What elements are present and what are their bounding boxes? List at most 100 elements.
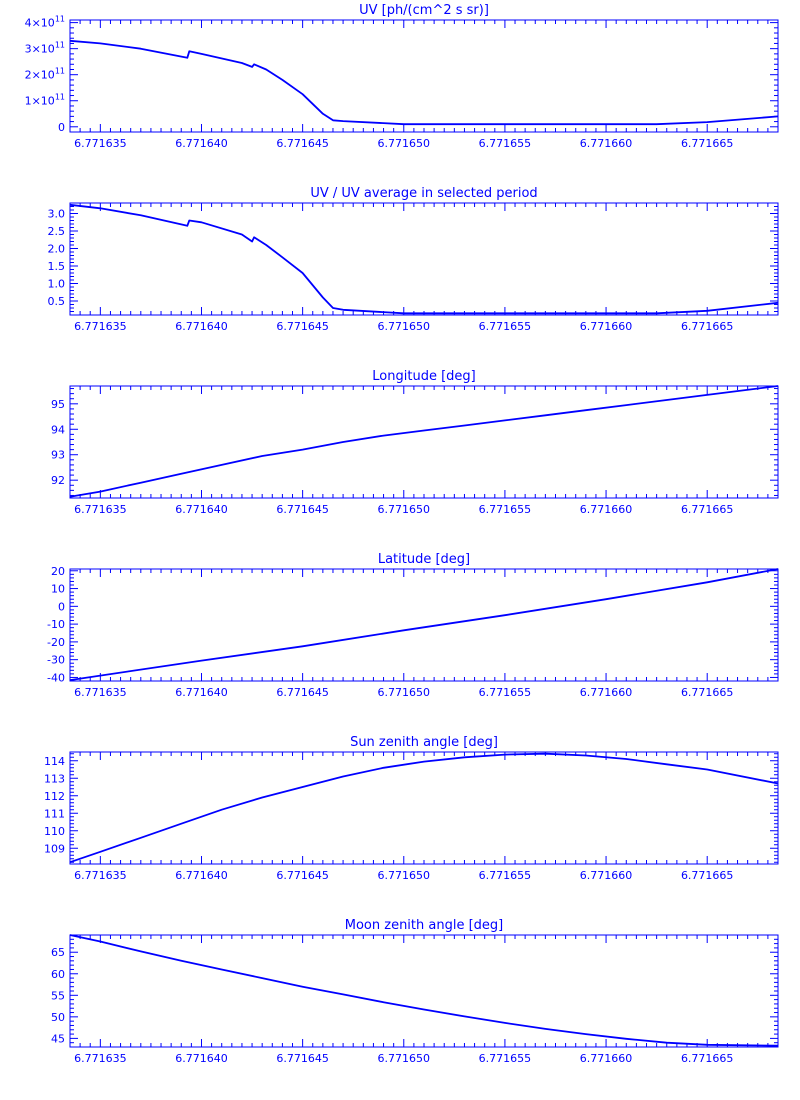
- x-tick-label: 6.771665: [681, 320, 734, 333]
- x-tick-label: 6.771665: [681, 137, 734, 150]
- y-tick-mantissa: 3×10: [25, 43, 55, 56]
- y-tick-label: 2.5: [48, 225, 66, 238]
- x-tick-label: 6.771650: [378, 320, 431, 333]
- y-tick-label: 3×1011: [25, 41, 65, 56]
- y-tick-label: 3.0: [48, 208, 66, 221]
- x-tick-label: 6.771645: [276, 320, 329, 333]
- chart-title: Longitude [deg]: [372, 369, 475, 384]
- chart-panel: Latitude [deg] 6.771635 6.771640 6.771645 6.…: [47, 552, 779, 699]
- plot-frame: [69, 202, 779, 316]
- x-tick-label: 6.771655: [479, 869, 532, 882]
- x-tick-label: 6.771665: [681, 1052, 734, 1065]
- chart-panel: Moon zenith angle [deg] 6.771635 6.771640 6…: [51, 918, 779, 1065]
- x-tick-label: 6.771645: [276, 869, 329, 882]
- y-tick-label: 2.0: [48, 243, 66, 256]
- chart-panel: UV [ph/(cm^2 s sr)] 6.771635 6.771640 6.771…: [25, 3, 779, 150]
- y-tick-label: 1×1011: [25, 93, 65, 108]
- chart-title: Latitude [deg]: [378, 552, 470, 567]
- y-tick-label: 110: [44, 825, 65, 838]
- x-tick-label: 6.771650: [378, 137, 431, 150]
- data-line: [69, 934, 779, 1047]
- y-tick-exponent: 11: [55, 93, 65, 102]
- x-tick-label: 6.771655: [479, 1052, 532, 1065]
- x-tick-label: 6.771650: [378, 503, 431, 516]
- y-tick-label: 0.5: [48, 295, 66, 308]
- y-tick-label: 111: [44, 807, 65, 820]
- y-tick-label: 55: [51, 989, 65, 1002]
- y-tick-label: 93: [51, 449, 65, 462]
- x-tick-label: 6.771660: [580, 686, 633, 699]
- y-tick-label: 65: [51, 946, 65, 959]
- y-tick-label: -40: [47, 671, 65, 684]
- chart-panel: UV / UV average in selected period 6.7716…: [48, 186, 779, 333]
- plot-frame: [69, 385, 779, 499]
- y-tick-label: -10: [47, 618, 65, 631]
- y-tick-label: 60: [51, 968, 65, 981]
- data-line: [69, 39, 779, 126]
- x-tick-label: 6.771650: [378, 686, 431, 699]
- y-tick-label: 0: [58, 121, 65, 134]
- y-tick-label: 1.5: [48, 260, 66, 273]
- x-tick-label: 6.771660: [580, 869, 633, 882]
- chart-title: UV / UV average in selected period: [310, 186, 537, 201]
- x-tick-label: 6.771660: [580, 137, 633, 150]
- y-tick-label: 10: [51, 583, 65, 596]
- y-tick-label: 95: [51, 398, 65, 411]
- data-line: [69, 752, 779, 864]
- y-tick-label: 94: [51, 423, 65, 436]
- x-tick-label: 6.771635: [74, 869, 127, 882]
- x-tick-label: 6.771660: [580, 503, 633, 516]
- y-tick-label: 112: [44, 790, 65, 803]
- data-line: [69, 385, 779, 498]
- y-tick-label: 109: [44, 842, 65, 855]
- x-tick-label: 6.771655: [479, 503, 532, 516]
- x-tick-label: 6.771640: [175, 686, 228, 699]
- chart-panel: Sun zenith angle [deg] 6.771635 6.771640 6.…: [44, 735, 779, 882]
- x-tick-label: 6.771645: [276, 503, 329, 516]
- chart-title: Moon zenith angle [deg]: [345, 918, 503, 933]
- x-tick-label: 6.771660: [580, 320, 633, 333]
- plot-frame: [69, 934, 779, 1048]
- y-tick-label: 114: [44, 755, 65, 768]
- y-tick-label: 20: [51, 565, 65, 578]
- x-tick-label: 6.771650: [378, 1052, 431, 1065]
- chart-panel: Longitude [deg] 6.771635 6.771640 6.771645 6…: [51, 369, 779, 516]
- x-tick-label: 6.771660: [580, 1052, 633, 1065]
- x-tick-label: 6.771635: [74, 503, 127, 516]
- x-tick-label: 6.771665: [681, 503, 734, 516]
- x-tick-label: 6.771635: [74, 686, 127, 699]
- y-tick-label: 4×1011: [25, 15, 65, 30]
- y-tick-label: -20: [47, 636, 65, 649]
- x-tick-label: 6.771655: [479, 137, 532, 150]
- y-tick-mantissa: 1×10: [25, 95, 55, 108]
- data-line: [69, 203, 779, 315]
- y-tick-label: 50: [51, 1011, 65, 1024]
- x-tick-label: 6.771645: [276, 686, 329, 699]
- y-tick-label: 113: [44, 772, 65, 785]
- x-tick-label: 6.771645: [276, 137, 329, 150]
- x-tick-label: 6.771640: [175, 320, 228, 333]
- x-tick-label: 6.771635: [74, 137, 127, 150]
- y-tick-label: 1.0: [48, 278, 66, 291]
- chart-title: Sun zenith angle [deg]: [350, 735, 498, 750]
- data-line: [69, 568, 779, 681]
- y-tick-label: 92: [51, 474, 65, 487]
- x-tick-label: 6.771650: [378, 869, 431, 882]
- x-tick-label: 6.771635: [74, 1052, 127, 1065]
- x-tick-label: 6.771665: [681, 869, 734, 882]
- x-tick-label: 6.771640: [175, 869, 228, 882]
- x-tick-label: 6.771640: [175, 137, 228, 150]
- y-tick-label: -30: [47, 654, 65, 667]
- y-tick-label: 2×1011: [25, 67, 65, 82]
- x-tick-label: 6.771640: [175, 1052, 228, 1065]
- plot-frame: [69, 19, 779, 133]
- x-tick-label: 6.771665: [681, 686, 734, 699]
- y-tick-mantissa: 0: [58, 121, 65, 134]
- y-tick-mantissa: 4×10: [25, 17, 55, 30]
- plot-frame: [69, 751, 779, 865]
- y-tick-exponent: 11: [55, 41, 65, 50]
- chart-title: UV [ph/(cm^2 s sr)]: [359, 3, 489, 18]
- y-tick-label: 0: [58, 600, 65, 613]
- x-tick-label: 6.771655: [479, 686, 532, 699]
